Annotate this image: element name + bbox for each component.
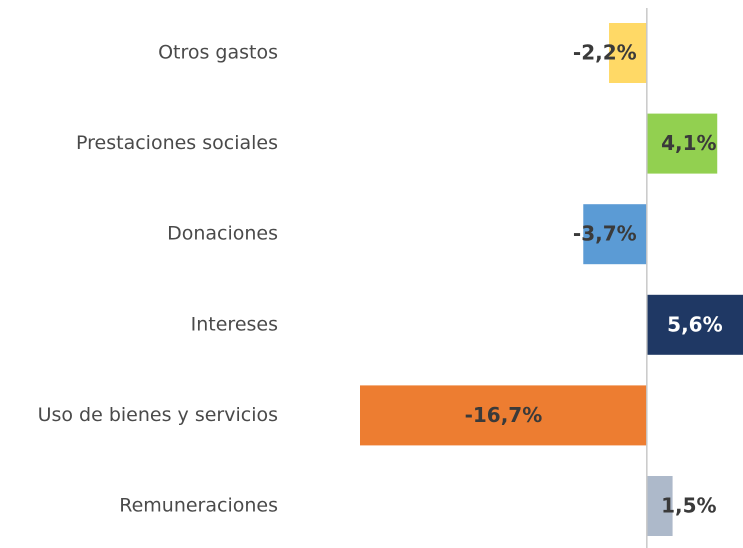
category-label: Intereses: [191, 313, 278, 335]
category-label: Otros gastos: [158, 42, 278, 64]
bar: [646, 476, 673, 536]
value-label: -2,2%: [573, 41, 637, 65]
bar: [646, 294, 743, 355]
bar: [583, 204, 647, 265]
category-label: Uso de bienes y servicios: [38, 404, 278, 426]
category-label: Remuneraciones: [119, 495, 278, 517]
value-label: -3,7%: [573, 222, 637, 246]
category-label: Donaciones: [167, 223, 278, 245]
value-label: 1,5%: [661, 494, 716, 518]
bar: [609, 23, 647, 83]
bar: [360, 385, 647, 446]
value-label: 5,6%: [667, 312, 722, 336]
bar: [646, 113, 718, 174]
value-label: 4,1%: [661, 131, 716, 155]
category-label: Prestaciones sociales: [76, 132, 278, 154]
value-label: -16,7%: [465, 403, 543, 427]
